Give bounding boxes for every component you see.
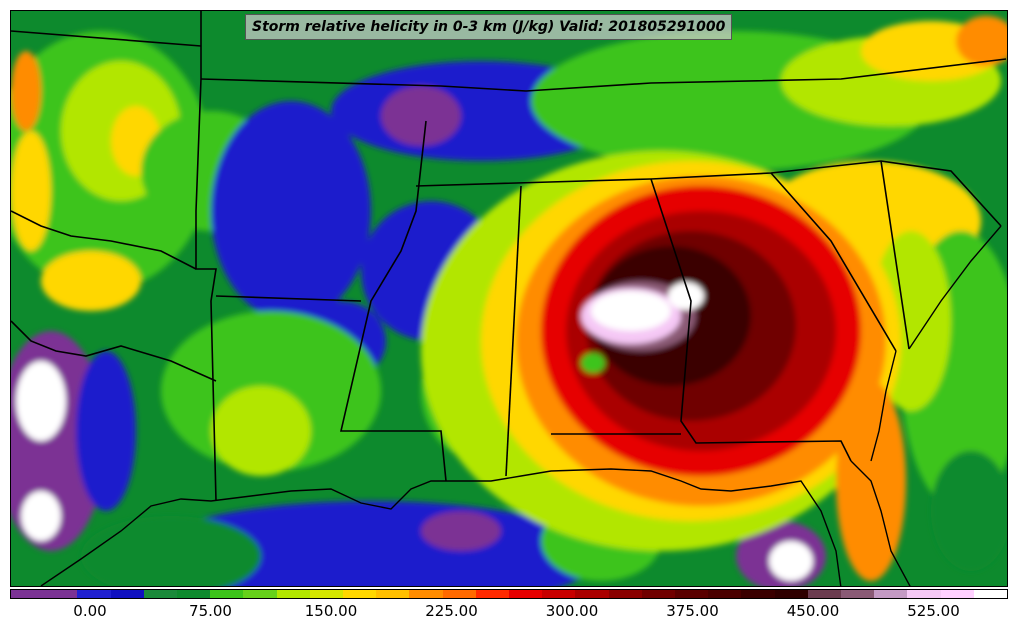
gulf-white-se	[769, 541, 813, 581]
colorbar-tick-label: 525.00	[907, 602, 960, 620]
white-patch-sw2	[21, 491, 61, 541]
map-panel	[10, 10, 1008, 587]
gulf-purple	[421, 511, 501, 551]
colorbar-segment	[874, 590, 908, 598]
dark-green-se	[931, 451, 1007, 571]
colorbar-segment	[542, 590, 576, 598]
colorbar-segment	[940, 590, 974, 598]
colorbar-segment	[44, 590, 78, 598]
orange-patch-nw	[11, 51, 41, 131]
yellowgreen-patch-la	[211, 386, 311, 476]
blue-patch-ar	[211, 101, 371, 321]
coastline	[40, 225, 1002, 586]
colorbar-segment	[276, 590, 310, 598]
purple-patch-north	[381, 86, 461, 146]
orange-patch-ne	[956, 16, 1007, 66]
colorbar-tick-label: 75.00	[189, 602, 232, 620]
map-title: Storm relative helicity in 0-3 km (J/kg)…	[245, 14, 733, 40]
white-core-east	[668, 282, 704, 310]
colorbar-tick-label: 150.00	[304, 602, 358, 620]
helicity-field	[11, 16, 1007, 586]
colorbar-segment	[177, 590, 211, 598]
colorbar-tick-label: 225.00	[425, 602, 478, 620]
colorbar-segment	[77, 590, 111, 598]
colorbar-segment	[376, 590, 410, 598]
colorbar-segment	[343, 590, 377, 598]
state-boundaries	[11, 11, 1007, 502]
helicity-map	[11, 11, 1007, 586]
colorbar-segment	[608, 590, 642, 598]
gulf-dark-green	[81, 516, 261, 586]
white-patch-sw	[16, 361, 66, 441]
colorbar-ticks: 0.00 75.00 150.00 225.00 300.00 375.00 450.00 5…	[10, 600, 1008, 630]
blue-patch-sw	[76, 351, 136, 511]
yellow-patch-nw	[11, 131, 51, 251]
colorbar-segment	[973, 590, 1008, 598]
colorbar-segment	[841, 590, 875, 598]
colorbar-tick-label: 450.00	[786, 602, 840, 620]
white-core	[591, 291, 671, 331]
colorbar-segment	[110, 590, 144, 598]
colorbar-segment	[409, 590, 443, 598]
colorbar-segment	[210, 590, 244, 598]
colorbar-segment	[575, 590, 609, 598]
colorbar-tick-label: 375.00	[666, 602, 719, 620]
colorbar-segment	[708, 590, 742, 598]
colorbar-tick-label: 300.00	[545, 602, 599, 620]
colorbar-segment	[641, 590, 676, 598]
colorbar-segment	[675, 590, 709, 598]
colorbar-segment	[907, 590, 941, 598]
colorbar-segment	[807, 590, 842, 598]
colorbar-segment	[11, 590, 45, 598]
colorbar-segment	[243, 590, 277, 598]
colorbar-tick-label: 0.00	[73, 602, 107, 620]
colorbar-segment	[309, 590, 344, 598]
colorbar-segment	[475, 590, 510, 598]
colorbar-segment	[143, 590, 178, 598]
green-eye	[581, 353, 605, 373]
colorbar-segment	[741, 590, 775, 598]
yellow-patch-tx	[41, 251, 141, 311]
colorbar-segment	[509, 590, 543, 598]
colorbar	[10, 589, 1008, 599]
colorbar-segment	[774, 590, 808, 598]
colorbar-segment	[442, 590, 476, 598]
